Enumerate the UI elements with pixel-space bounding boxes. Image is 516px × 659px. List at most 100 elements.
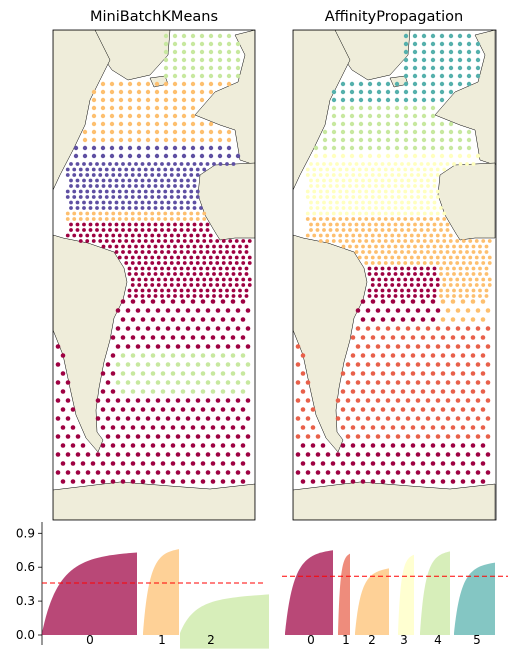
scatter-point [351, 217, 356, 221]
scatter-point [135, 470, 141, 475]
scatter-point [435, 344, 441, 349]
scatter-point [318, 233, 323, 238]
scatter-point [430, 389, 436, 394]
scatter-point [415, 344, 421, 349]
scatter-point [330, 461, 336, 466]
scatter-point [134, 228, 138, 232]
scatter-point [367, 250, 372, 254]
scatter-point [156, 211, 161, 216]
scatter-point [195, 195, 200, 199]
scatter-point [181, 89, 187, 95]
scatter-point [192, 206, 197, 210]
scatter-point [367, 137, 373, 143]
scatter-point [390, 211, 395, 216]
scatter-point [367, 266, 372, 271]
scatter-point [88, 200, 93, 205]
scatter-point [127, 121, 133, 127]
scatter-point [419, 206, 424, 210]
scatter-point [354, 162, 359, 166]
scatter-point [137, 173, 142, 177]
scatter-point [175, 434, 181, 439]
scatter-point [485, 470, 491, 475]
scatter-point [328, 222, 333, 227]
scatter-point [429, 217, 434, 221]
scatter-point [163, 81, 169, 87]
scatter-point [430, 299, 436, 304]
scatter-point [109, 121, 115, 127]
scatter-point [422, 167, 427, 172]
scatter-point [360, 389, 366, 394]
scatter-point [245, 434, 251, 439]
scatter-point [410, 353, 416, 358]
scatter-point [360, 407, 366, 412]
scatter-point [429, 261, 434, 265]
scatter-point [145, 416, 151, 421]
scatter-point [470, 335, 476, 340]
scatter-point [137, 211, 142, 216]
scatter-point [153, 222, 158, 227]
scatter-point [480, 443, 486, 448]
scatter-point [136, 121, 142, 127]
scatter-point [370, 283, 375, 287]
scatter-point [374, 206, 378, 210]
scatter-point [156, 167, 161, 172]
land-antarctica [293, 481, 496, 520]
scatter-point [100, 105, 106, 111]
scatter-point [91, 113, 97, 119]
scatter-point [69, 178, 73, 183]
scatter-point [230, 353, 236, 358]
scatter-point [338, 173, 343, 177]
scatter-point [425, 398, 431, 403]
scatter-point [460, 353, 466, 358]
scatter-point [455, 344, 461, 349]
scatter-point [406, 222, 411, 227]
scatter-point [205, 162, 210, 166]
scatter-point [70, 407, 76, 412]
scatter-point [117, 233, 122, 238]
scatter-point [75, 222, 80, 227]
scatter-point [405, 452, 411, 457]
scatter-point [156, 233, 161, 238]
scatter-point [124, 239, 129, 243]
scatter-point [137, 195, 142, 199]
land-northam [53, 30, 111, 191]
scatter-point [163, 217, 168, 221]
scatter-point [160, 389, 166, 394]
scatter-point [218, 266, 223, 271]
scatter-point [406, 272, 411, 276]
scatter-point [244, 250, 249, 254]
scatter-point [305, 434, 311, 439]
scatter-point [55, 452, 61, 457]
scatter-point [341, 222, 346, 227]
scatter-point [130, 277, 135, 282]
scatter-point [395, 308, 401, 313]
scatter-point [439, 81, 445, 87]
scatter-point [357, 211, 362, 216]
scatter-point [65, 167, 70, 172]
scatter-point [150, 217, 155, 221]
scatter-point [95, 228, 99, 232]
scatter-point [380, 162, 385, 166]
scatter-point [114, 222, 119, 227]
scatter-point [153, 266, 158, 271]
scatter-point [130, 239, 135, 243]
scatter-point [75, 162, 80, 166]
scatter-point [130, 425, 136, 430]
scatter-point [409, 195, 414, 199]
scatter-point [155, 344, 161, 349]
scatter-point [192, 222, 197, 227]
scatter-point [127, 89, 133, 95]
scatter-point [358, 129, 364, 135]
scatter-point [421, 49, 427, 55]
scatter-point [195, 261, 200, 265]
scatter-point [478, 250, 482, 254]
scatter-point [385, 145, 391, 151]
scatter-point [120, 317, 126, 322]
scatter-point [220, 425, 226, 430]
scatter-point [349, 129, 355, 135]
scatter-point [480, 389, 486, 394]
scatter-point [85, 452, 91, 457]
scatter-point [91, 89, 97, 95]
scatter-point [190, 113, 196, 119]
scatter-point [400, 407, 406, 412]
